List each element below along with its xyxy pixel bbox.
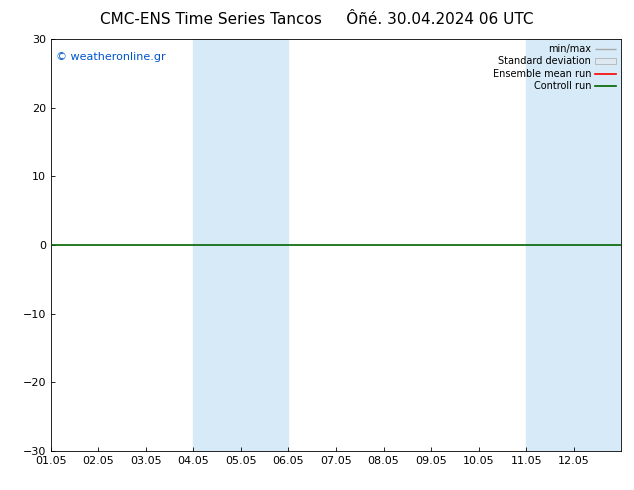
Bar	[526, 39, 574, 451]
Legend: min/max, Standard deviation, Ensemble mean run, Controll run: min/max, Standard deviation, Ensemble me…	[491, 42, 618, 93]
Bar	[574, 39, 621, 451]
Text: © weatheronline.gr: © weatheronline.gr	[56, 51, 166, 62]
Bar	[193, 39, 241, 451]
Text: CMC-ENS Time Series Tancos     Ôñé. 30.04.2024 06 UTC: CMC-ENS Time Series Tancos Ôñé. 30.04.20…	[100, 12, 534, 27]
Bar	[241, 39, 288, 451]
